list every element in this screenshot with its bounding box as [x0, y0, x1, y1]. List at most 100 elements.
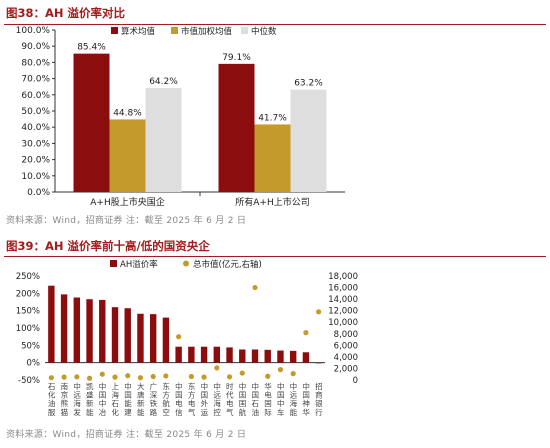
x-category-label: 中国电信 [175, 381, 183, 417]
bar-data-label: 44.8% [113, 108, 142, 118]
x-category-label: 东方电气 [188, 381, 196, 417]
y-tick-label: 60.0% [21, 91, 50, 101]
x-category-label: 上海石化 [112, 382, 120, 417]
x-category-label: 中国外运 [201, 381, 209, 417]
scatter-point [163, 373, 169, 379]
bar [289, 350, 297, 363]
scatter-point [137, 375, 144, 381]
scatter-point [277, 367, 284, 373]
scatter-point [316, 309, 322, 315]
x-category-label: A+H股上市央国企 [90, 196, 164, 208]
x-category-label: 所有A+H上市公司 [235, 196, 309, 208]
x-category-label: 中国中车 [277, 381, 285, 417]
scatter-point [265, 373, 271, 379]
bar [162, 317, 170, 363]
bar [137, 313, 144, 363]
y-left-tick-label: 100% [16, 324, 40, 334]
y-tick-label: 90.0% [21, 42, 50, 52]
y-tick-label: 40.0% [21, 123, 50, 133]
bar [175, 346, 182, 363]
scatter-point [150, 373, 156, 380]
figure-38-title-rule [4, 24, 546, 25]
x-category-label: 中远海控 [213, 381, 221, 417]
x-category-label: 东方航空 [162, 381, 170, 417]
legend-label: 市值加权均值 [181, 26, 233, 37]
ah-premium-comparison-chart: 0.0% 10.0% 20.0% 30.0% 40.0% 50.0% 60.0% 70.0% 8… [16, 26, 345, 208]
bar [149, 314, 157, 363]
y-right-tick-label: 12,000 [328, 307, 358, 317]
figure-39-title-rule [4, 256, 546, 257]
scatter-point [226, 374, 233, 380]
bar [99, 299, 106, 363]
bar-data-label: 63.2% [294, 79, 323, 89]
bar [73, 297, 81, 363]
bar-data-label: 85.4% [77, 43, 106, 53]
figure-39-title: 图39：AH 溢价率前十高/低的国资央企 [6, 239, 210, 253]
bar [264, 349, 271, 363]
x-category-label: 华电国际 [264, 381, 272, 417]
x-category-label: 时代电气 [226, 381, 234, 417]
bar [124, 308, 131, 363]
y-left-tick-label: 150% [16, 307, 40, 317]
y-tick-label: 100.0% [16, 26, 51, 36]
y-right-tick-label: 14,000 [328, 295, 358, 305]
x-category-label: 中国石油 [252, 381, 260, 417]
bar [200, 346, 208, 363]
y-tick-label: 70.0% [21, 75, 50, 85]
legend-swatch [110, 260, 117, 267]
x-category-label: 中国国航 [239, 381, 247, 417]
x-category-label: 大唐新能 [137, 381, 145, 417]
bar [254, 124, 291, 192]
scatter-point [125, 373, 131, 379]
bar [251, 349, 259, 363]
bar [277, 350, 284, 363]
bar [111, 307, 119, 363]
y-tick-label: 20.0% [21, 156, 50, 166]
x-category-label: 招商银行 [315, 381, 323, 417]
scatter-point [61, 374, 67, 380]
y-right-tick-label: 8,000 [334, 330, 358, 340]
bar [86, 299, 93, 363]
y-right-tick-label: 6,000 [334, 341, 358, 351]
scatter-point [176, 334, 182, 340]
legend-swatch [171, 27, 178, 34]
y-tick-label: 80.0% [21, 58, 50, 68]
scatter-point [112, 374, 118, 380]
bar [188, 346, 195, 363]
y-left-tick-label: 250% [16, 272, 40, 282]
y-right-tick-label: 4,000 [334, 353, 358, 363]
bar [145, 87, 182, 192]
scatter-point [48, 375, 54, 381]
scatter-point [290, 371, 296, 377]
x-category-label: 石化油服 [48, 382, 56, 417]
y-right-tick-label: 2,000 [334, 364, 358, 374]
y-left-tick-label: 0% [27, 359, 41, 369]
bar-data-label: 79.1% [222, 53, 251, 63]
bar [73, 53, 110, 192]
bar [109, 119, 146, 192]
legend-label: 中位数 [251, 26, 277, 37]
y-right-tick-label: 18,000 [328, 272, 358, 282]
bar [290, 89, 327, 192]
bar [218, 63, 255, 192]
bar-data-label: 64.2% [149, 77, 178, 87]
y-left-tick-label: -50% [18, 376, 40, 386]
y-left-tick-label: 200% [16, 289, 40, 299]
x-category-label: 中远海能 [290, 381, 298, 417]
y-tick-label: 0.0% [27, 188, 50, 198]
legend-swatch [241, 27, 248, 34]
legend-label: AH溢价率 [120, 259, 158, 270]
y-tick-label: 50.0% [21, 107, 50, 117]
scatter-point [188, 373, 194, 380]
scatter-point [303, 330, 309, 336]
y-left-tick-label: 50% [21, 341, 40, 351]
figure-38-source: 资料来源：Wind，招商证券 注：截至 2025 年 6 月 2 日 [6, 216, 247, 226]
bar [239, 349, 246, 363]
x-category-label: 广深铁路 [150, 381, 158, 417]
scatter-point [239, 370, 245, 376]
y-right-tick-label: 0 [353, 376, 358, 386]
bar-data-label: 41.7% [258, 113, 287, 123]
y-tick-label: 10.0% [21, 172, 50, 182]
scatter-point [86, 375, 93, 381]
x-category-label: 凯盛新能 [86, 381, 94, 417]
